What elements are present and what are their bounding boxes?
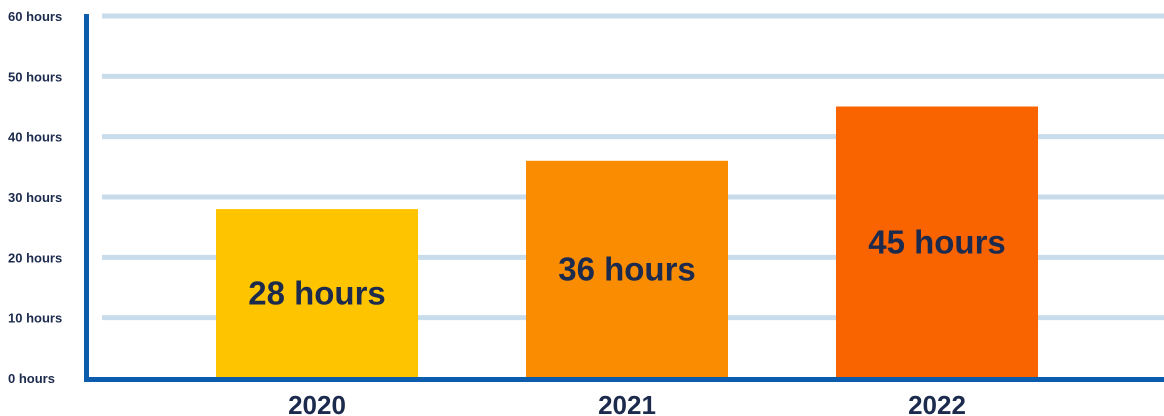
bar-2021 bbox=[526, 160, 728, 378]
y-tick-label: 20 hours bbox=[8, 250, 62, 265]
y-tick-label: 50 hours bbox=[8, 69, 62, 84]
x-tick-label-2020: 2020 bbox=[288, 390, 346, 416]
y-tick-label: 30 hours bbox=[8, 190, 62, 205]
y-tick-label: 40 hours bbox=[8, 130, 62, 145]
x-tick-label-2022: 2022 bbox=[908, 390, 966, 416]
y-axis-line bbox=[84, 14, 89, 381]
data-label-2022: 45 hours bbox=[868, 223, 1006, 260]
x-axis-ticks: 2020 2021 2022 bbox=[288, 390, 966, 416]
bar-2020 bbox=[216, 209, 418, 378]
y-tick-label: 60 hours bbox=[8, 9, 62, 24]
bars bbox=[216, 106, 1038, 378]
y-tick-label: 0 hours bbox=[8, 371, 55, 386]
x-axis-line bbox=[84, 377, 1164, 382]
bar-2022 bbox=[836, 106, 1038, 378]
x-tick-label-2021: 2021 bbox=[598, 390, 656, 416]
data-labels: 28 hours 36 hours 45 hours bbox=[248, 223, 1006, 311]
data-label-2020: 28 hours bbox=[248, 275, 386, 312]
axes bbox=[84, 14, 1164, 382]
y-tick-label: 10 hours bbox=[8, 311, 62, 326]
y-axis-ticks: 0 hours 10 hours 20 hours 30 hours 40 hours 5… bbox=[8, 9, 62, 386]
data-label-2021: 36 hours bbox=[558, 250, 696, 287]
